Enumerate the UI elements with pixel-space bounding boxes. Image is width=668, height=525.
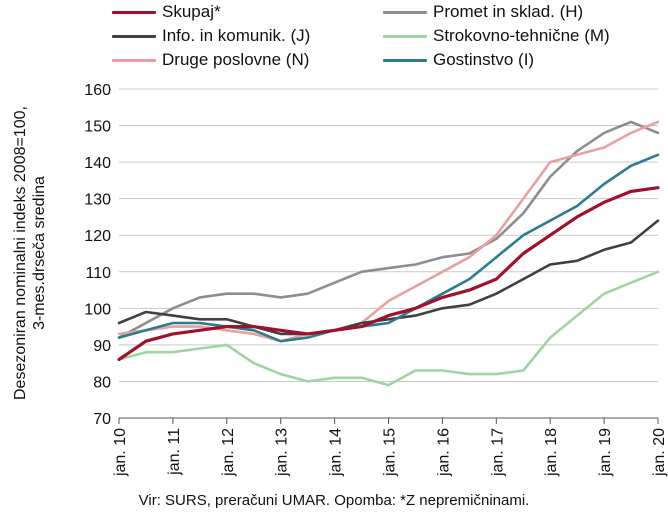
legend-label: Druge poslovne (N) (162, 50, 310, 69)
x-tick-label: jan. 11 (166, 428, 183, 476)
source-note: Vir: SURS, preračuni UMAR. Opomba: *Z ne… (138, 492, 530, 509)
y-axis-label-line-1: Desezoniran nominalni indeks 2008=100, (12, 106, 29, 400)
y-tick-label: 140 (84, 155, 111, 172)
legend-swatch (383, 10, 427, 14)
legend-item: Gostinstvo (I) (383, 50, 534, 70)
x-tick-label: jan. 15 (382, 428, 399, 477)
x-tick-label: jan. 12 (220, 428, 237, 477)
legend-item: Promet in sklad. (H) (383, 2, 583, 22)
legend-item: Strokovno-tehnične (M) (383, 26, 610, 46)
series-line (117, 219, 660, 336)
y-tick-label: 80 (93, 374, 111, 391)
y-tick-label: 160 (84, 82, 111, 99)
x-tick-label: jan. 19 (597, 428, 614, 477)
legend-swatch (383, 58, 427, 62)
legend-label: Strokovno-tehnične (M) (433, 26, 610, 45)
x-tick-label: jan. 16 (435, 428, 452, 477)
legend-swatch (112, 58, 156, 62)
x-tick-label: jan. 13 (274, 428, 291, 477)
legend-label: Info. in komunik. (J) (162, 26, 311, 45)
y-tick-label: 100 (84, 301, 111, 318)
series-line (117, 120, 660, 339)
series-line (117, 186, 660, 362)
y-axis-label-line-2: 3-mes.drseča sredina (31, 176, 48, 330)
legend-label: Promet in sklad. (H) (433, 2, 584, 21)
series-line (117, 270, 660, 387)
x-tick-label: jan. 18 (543, 428, 560, 477)
x-tick-label: jan. 10 (112, 428, 129, 477)
y-tick-label: 110 (85, 265, 111, 282)
x-tick-label: jan. 14 (328, 428, 345, 477)
legend-item: Druge poslovne (N) (112, 50, 309, 70)
y-tick-label: 120 (84, 228, 111, 245)
legend-swatch (112, 10, 156, 14)
legend-item: Info. in komunik. (J) (112, 26, 310, 46)
legend-swatch (112, 34, 156, 38)
legend-label: Skupaj* (162, 2, 221, 21)
legend-item: Skupaj* (112, 2, 221, 22)
x-tick-label: jan. 17 (489, 428, 506, 477)
y-tick-label: 150 (84, 119, 111, 136)
y-tick-label: 70 (93, 411, 111, 428)
y-axis-label: Desezoniran nominalni indeks 2008=100, 3… (11, 88, 49, 418)
legend-swatch (383, 34, 427, 38)
y-tick-label: 130 (84, 192, 111, 209)
legend-label: Gostinstvo (I) (433, 50, 535, 69)
x-tick-label: jan. 20 (651, 428, 668, 477)
series-line (117, 153, 660, 343)
y-tick-label: 90 (93, 338, 111, 355)
